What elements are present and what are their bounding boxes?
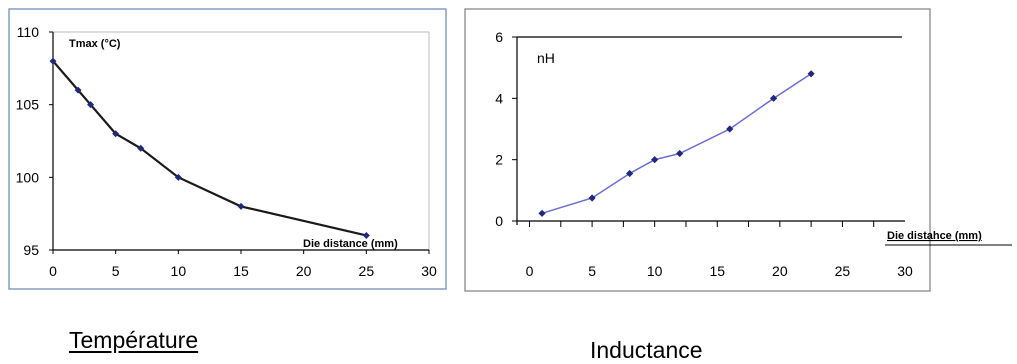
ind-x-tick-label: 10 [647,263,663,279]
temp-data-point [237,202,245,210]
temp-x-tick-label: 15 [233,263,249,279]
temp-y-tick-label: 100 [16,169,40,185]
temp-y-tick-label: 105 [16,97,40,113]
ind-caption: Inductance [590,337,703,363]
ind-axes: 0 2 4 6 0 5 10 15 20 25 30 [495,29,1012,279]
temp-x-tick-label: 10 [171,263,187,279]
temp-marks [49,57,370,239]
ind-data-point [651,156,659,164]
ind-data-point [676,149,684,158]
temp-data-point [112,130,120,138]
temp-chart-frame [8,8,447,290]
temp-x-tick-label: 25 [359,263,375,279]
temp-x-tick-label: 0 [49,263,57,279]
temp-axes: 95 100 105 110 0 5 10 15 20 25 30 [16,24,437,279]
ind-y-tick-label: 6 [495,29,503,45]
temp-y-axis-label: Tmax (°C) [69,38,121,50]
temp-x-tick-label: 20 [296,263,312,279]
ind-data-point [626,169,634,178]
ind-x-tick-label: 15 [709,263,725,279]
temp-data-point [137,144,145,152]
ind-x-tick-label: 25 [835,263,851,279]
ind-data-point [726,125,734,133]
temp-data-point [74,86,82,94]
ind-y-axis-label: nH [537,50,555,66]
ind-x-tick-label: 5 [588,263,596,279]
temp-x-axis-label: Die distance (mm) [303,238,398,250]
ind-x-tick-label: 30 [897,263,913,279]
ind-data-point [807,70,815,78]
temp-x-tick-label: 30 [421,263,437,279]
ind-marks [538,70,815,217]
temp-data-point [362,231,370,239]
ind-data-point [769,94,778,102]
ind-x-tick-label: 0 [526,263,534,279]
temp-caption: Température [69,327,199,353]
temp-y-tick-label: 95 [23,242,39,258]
temp-data-point [174,173,182,181]
temp-y-tick-label: 110 [17,24,40,40]
ind-y-tick-label: 4 [495,90,503,106]
ind-y-tick-label: 0 [495,213,503,229]
temp-series-line [52,60,367,237]
temp-x-tick-label: 5 [112,263,120,279]
ind-chart-frame [464,8,931,292]
ind-y-tick-label: 2 [495,152,503,168]
ind-series-line [541,73,812,215]
ind-data-point [588,194,596,202]
temp-data-point [49,57,57,65]
temp-data-point [87,101,95,109]
ind-data-point [538,209,546,217]
ind-x-tick-label: 20 [772,263,788,279]
ind-x-axis-label: Die distahce (mm) [887,230,982,242]
